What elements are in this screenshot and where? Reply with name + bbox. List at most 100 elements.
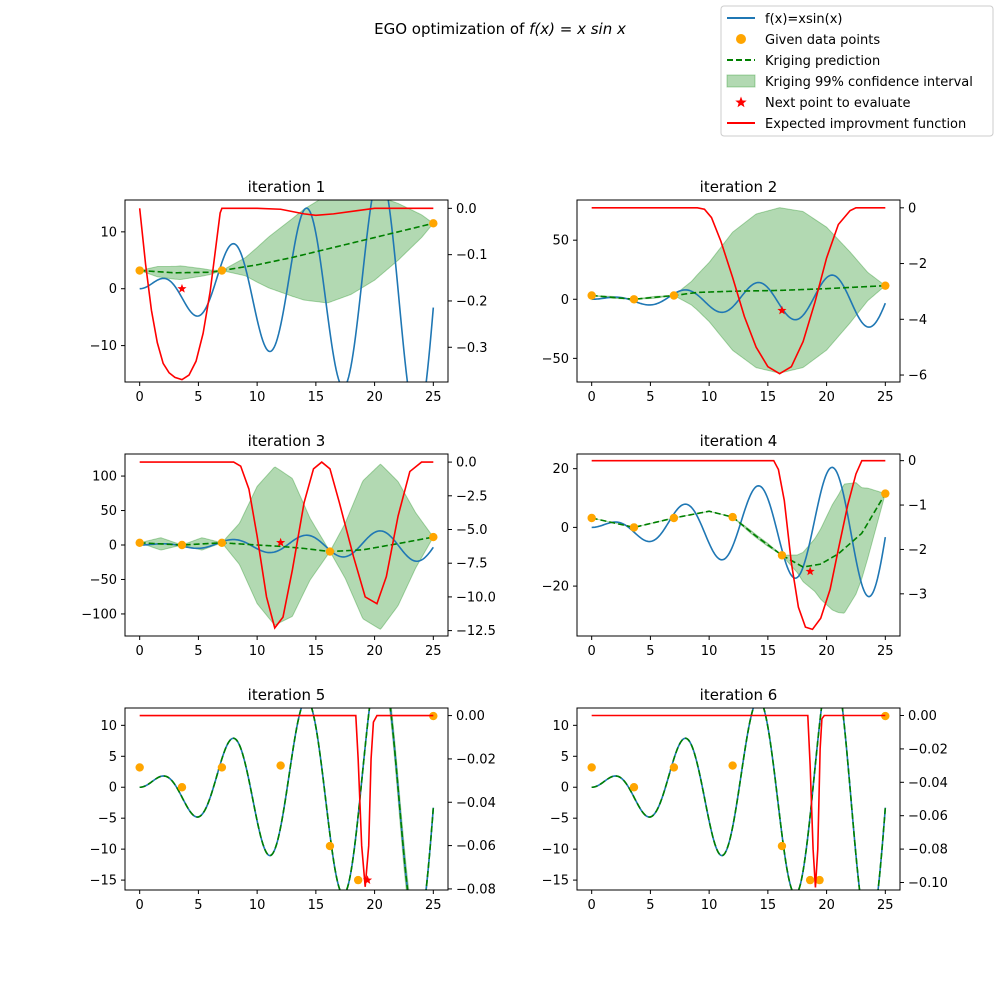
ei-tick-label: −6 [908, 369, 927, 384]
subplots: 0 5 10 15 20 25−10010−0.3−0.2−0.10.0iteration… [81, 178, 948, 913]
x-tick-label: 15 [760, 644, 777, 659]
y-tick-label: −10 [90, 339, 117, 354]
function-line [591, 466, 887, 598]
legend-entry-data-points: Given data points [736, 33, 880, 48]
plot-area [587, 207, 890, 375]
data-point [728, 512, 737, 522]
data-point [629, 523, 639, 532]
data-point [777, 551, 787, 560]
axes-frame [124, 707, 449, 891]
x-tick-label: 20 [366, 390, 383, 405]
legend-entry-function: f(x)=xsin(x) [727, 12, 842, 27]
y-tick-label: 0 [561, 781, 569, 796]
legend-entry-next-point: Next point to evaluate [735, 96, 910, 111]
ei-tick-label: −10.0 [456, 590, 496, 605]
x-tick-label: 20 [818, 898, 835, 913]
x-tick-label: 20 [366, 898, 383, 913]
function-line [591, 274, 887, 328]
data-point [217, 763, 227, 772]
data-point [587, 763, 596, 772]
legend-entry-confidence-interval: Kriging 99% confidence interval [726, 74, 973, 90]
prediction-line [591, 708, 887, 890]
x-tick-label: 0 [136, 390, 144, 405]
prediction-line [139, 536, 434, 553]
y-tick-label: −5 [550, 812, 569, 827]
ei-tick-label: −0.04 [908, 776, 948, 791]
ei-tick-label: 0.00 [908, 709, 937, 724]
subplot-iteration-6: 0 5 10 15 20 25 −15 −10 −5 0 5 10 −0.10 −0.08 −0.06 −0.… [542, 686, 948, 913]
ei-tick-label: −0.02 [456, 752, 496, 767]
subplot-title: iteration 5 [248, 686, 326, 704]
axes-frame [576, 199, 901, 383]
y-tick-label: 0 [109, 282, 117, 297]
expected-improvement-line [138, 207, 434, 381]
ei-tick-label: −0.1 [456, 248, 488, 263]
legend-entry-expected-improvement: Expected improvment function [727, 117, 966, 132]
data-point [805, 875, 815, 885]
ei-tick-label: −0.04 [456, 796, 496, 811]
subplot-iteration-3: 0 5 10 15 20 25 −100 −50 0 50 100 −12.5 −10.0 −7.5 −5.… [81, 432, 496, 659]
x-tick-label: 25 [877, 898, 894, 913]
y-tick-label: −50 [542, 352, 569, 367]
subplot-title: iteration 6 [700, 686, 778, 704]
y-tick-label: 50 [100, 504, 117, 519]
y-tick-label: −15 [542, 874, 569, 889]
prediction-line [139, 222, 434, 274]
prediction-line [139, 708, 435, 890]
ei-tick-label: 0 [908, 454, 916, 469]
plot-area [587, 459, 890, 631]
legend: f(x)=xsin(x) Given data points Kriging p… [720, 5, 994, 137]
x-tick-label: 5 [646, 898, 654, 913]
ei-tick-label: 0.0 [456, 202, 477, 217]
next-point-marker [362, 875, 373, 884]
y-tick-label: 5 [109, 750, 117, 765]
data-point [135, 266, 144, 275]
data-point [815, 875, 824, 885]
data-point [353, 875, 363, 885]
ei-tick-label: 0.0 [456, 456, 477, 471]
x-tick-label: 25 [425, 898, 442, 913]
plot-area [587, 708, 890, 890]
x-tick-label: 0 [136, 898, 144, 913]
y-tick-label: 10 [100, 719, 117, 734]
plot-area [135, 708, 438, 890]
subplot-title: iteration 3 [248, 432, 326, 450]
x-tick-label: 25 [877, 644, 894, 659]
y-tick-label: −50 [90, 573, 117, 588]
x-tick-label: 10 [249, 644, 266, 659]
subplot-iteration-1: 0 5 10 15 20 25 −10 0 10 −0.3 −0.2 −0.1 0.0 iteration… [90, 178, 488, 405]
y-tick-label: 0 [109, 781, 117, 796]
ei-tick-label: −0.06 [456, 839, 496, 854]
expected-improvement-line [591, 207, 886, 375]
y-tick-label: −5 [98, 812, 117, 827]
x-tick-label: 15 [308, 644, 325, 659]
ei-tick-label: −0.10 [908, 876, 948, 891]
ei-tick-label: −2.5 [456, 489, 488, 504]
x-tick-label: 15 [760, 390, 777, 405]
next-point-marker [777, 305, 787, 315]
x-tick-label: 10 [701, 390, 718, 405]
ei-tick-label: −7.5 [456, 557, 488, 572]
y-tick-label: 20 [552, 462, 569, 477]
expected-improvement-line [139, 461, 434, 630]
x-tick-label: 0 [588, 390, 596, 405]
y-tick-label: 0 [109, 539, 117, 554]
data-point [217, 266, 227, 275]
data-point [728, 761, 737, 770]
next-point-marker [276, 537, 286, 547]
y-tick-label: 50 [552, 234, 569, 249]
y-tick-label: −15 [90, 874, 117, 889]
ei-tick-label: −5.0 [456, 523, 488, 538]
data-point [669, 513, 679, 523]
ei-tick-label: −4 [908, 313, 927, 328]
y-tick-label: 10 [100, 225, 117, 240]
ei-tick-label: −2 [908, 543, 927, 558]
axes-frame [124, 199, 449, 383]
ei-tick-label: −3 [908, 587, 927, 602]
data-point [325, 841, 335, 851]
y-tick-label: −20 [542, 580, 569, 595]
ei-tick-label: −0.02 [908, 742, 948, 757]
x-tick-label: 10 [249, 390, 266, 405]
